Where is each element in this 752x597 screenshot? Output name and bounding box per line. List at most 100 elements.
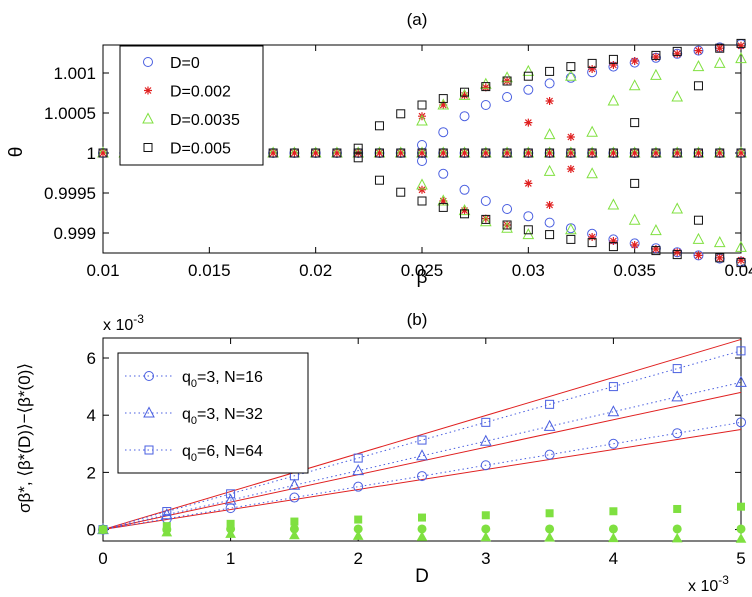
plot-a-point [481,149,490,157]
plot-a-xtick-label: 0.035 [613,261,656,280]
plot-a-point [650,68,662,80]
plot-a-point [438,127,449,138]
plot-a-point [630,149,639,157]
plot-b-point [352,464,365,476]
plot-a-point [565,72,576,83]
plot-a-point [651,148,661,158]
plot-a-point [736,148,746,158]
plot-b-xtick-label: 2 [353,549,362,568]
plot-a-point [502,76,512,86]
plot-a-legend-marker [144,86,152,95]
plot-a-point [566,165,575,173]
plot-a-point [290,149,299,157]
plot-a-point [396,187,406,197]
plot-a-xtick-label: 0.02 [299,261,332,280]
plot-a-point [694,251,703,260]
plot-a-point [630,178,640,188]
plot-a-point [545,148,555,158]
plot-b-point [736,417,746,428]
plot-a-point [353,143,363,153]
plot-a-point [438,168,449,179]
plot-a-point [99,149,107,157]
plot-b-xtick-label: 4 [609,549,618,568]
plot-a-point [693,81,703,91]
plot-a-point [545,97,554,105]
plot-a-point [374,148,384,158]
plot-a-point [673,49,682,58]
plot-a-point [586,125,598,137]
plot-a-point [607,94,620,106]
plot-a-point [481,214,491,224]
plot-b-point [352,530,364,540]
plot-b-point [544,449,555,460]
plot-a-point [481,214,490,223]
plot-a-point [502,220,512,230]
plot-b-point [162,507,172,517]
plot-b-legend-label: q0=3, N=16 [182,369,263,390]
plot-a-point [713,236,726,248]
plot-a-ytick-label: 1.0005 [44,104,96,123]
plot-a-point [566,62,576,72]
plot-a-point [566,133,575,141]
plot-a-point [289,148,299,158]
plot-b-point [608,524,618,534]
plot-b-point [416,449,428,461]
plot-a-point [268,148,278,158]
plot-a-point [417,148,427,158]
plot-a-point [417,196,427,206]
plot-b-xtick-label: 3 [481,549,490,568]
plot-a-point [609,149,618,157]
plot-b-x-multiplier: x 10-3 [688,573,729,595]
plot-b-ytick-label: 2 [87,463,96,482]
plot-a-point [459,184,470,195]
plot-a-point [628,79,641,91]
plot-a-point [503,221,512,229]
plot-b-point [224,493,237,505]
plot-b-point [417,471,427,482]
plot-b-point [417,435,427,445]
plot-b-point [289,529,300,540]
plot-a-xlabel: β [417,267,428,288]
plot-a-point [524,149,533,157]
plot-a-xtick-label: 0.025 [401,261,444,280]
plot-a-point [502,204,513,214]
plot-a-point [523,84,534,95]
plot-b-ylabel: σβ*, ⟨β*(D)⟩−⟨β*(0)⟩ [15,363,34,513]
plot-a-point [269,149,278,157]
plot-a-point [628,213,641,225]
plot-b-point [353,481,364,492]
plot-a-point [736,258,746,268]
plot-b-point [608,532,619,543]
plot-a-point [353,148,363,158]
plot-a-point [437,98,450,110]
plot-a-point [501,221,513,233]
plot-a-point [98,148,108,158]
plot-a-point [374,121,384,131]
plot-a-ylabel: θ [6,147,27,158]
plot-b-point [672,524,682,534]
plot-a-point [545,149,554,157]
panel-b-label: (b) [407,310,428,329]
plot-a-point [693,148,703,158]
plot-b-fit-line-0 [102,428,742,531]
plot-a-point [587,58,597,68]
plot-b-point [480,531,492,542]
plot-b-point [671,390,684,402]
plot-a-point [715,253,725,263]
plot-b-point [608,382,618,392]
plot-b-ytick-label: 0 [87,521,96,540]
plot-a-point [566,234,576,244]
plot-a-legend-label: D=0.0035 [170,112,240,129]
plot-a-point [608,242,618,252]
plot-b-series-5 [99,502,745,534]
plot-a-point [439,149,448,157]
plot-a-point [460,209,470,219]
plot-b-point [288,478,301,490]
plot-b: 0 1 2 3 4 5 0 2 4 6 D σβ*, ⟨β*(D)⟩−⟨β*(0)⟩ x 10-3… [15,312,747,595]
plot-a-point [651,245,660,253]
plot-b-point [480,460,491,471]
plot-b-point [226,519,235,528]
plot-b-point [479,434,492,446]
plot-b-ytick-label: 4 [87,406,96,425]
